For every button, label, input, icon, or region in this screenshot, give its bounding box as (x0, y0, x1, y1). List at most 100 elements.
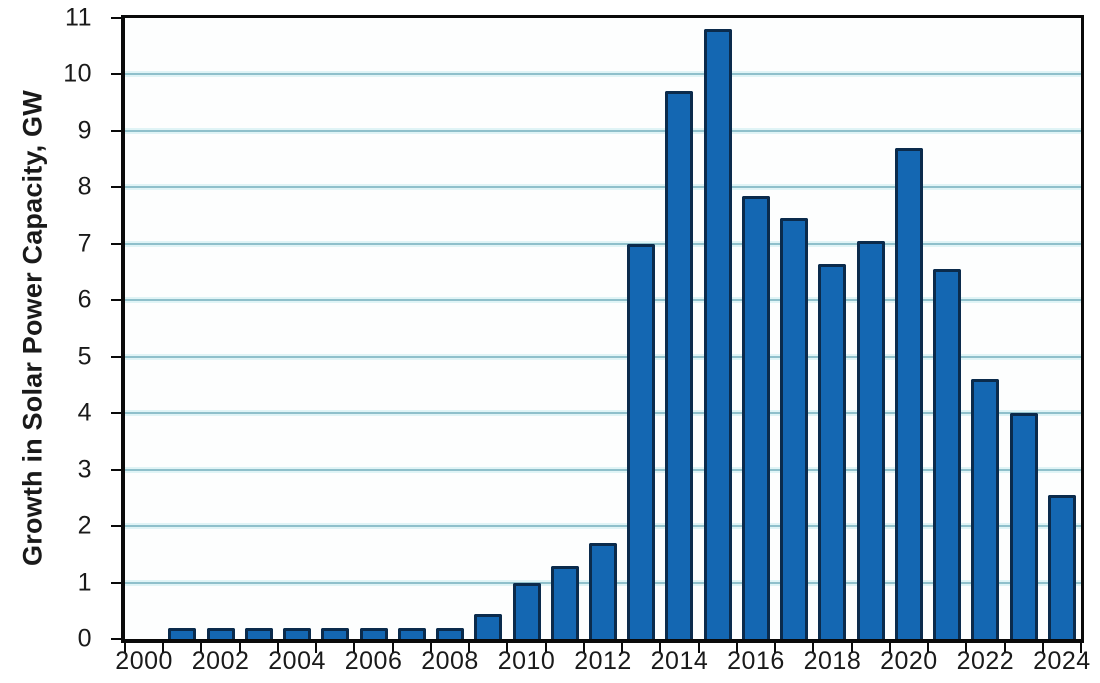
y-axis-tick-labels: 0 1 2 3 4 5 6 7 8 9 10 11 (0, 5, 112, 651)
plot-area (111, 15, 1084, 653)
y-tick-label-0: 0 (77, 624, 92, 653)
x-tick-label-2022: 2022 (956, 647, 1015, 675)
bar-2015 (703, 29, 732, 639)
x-tick-label-2010: 2010 (497, 647, 556, 675)
x-tick-mark (927, 643, 930, 653)
x-tick-mark (238, 643, 241, 653)
bar-2021 (933, 269, 962, 639)
y-tick-mark (111, 638, 121, 640)
x-tick-mark (774, 643, 777, 653)
y-tick-label-3: 3 (77, 455, 92, 484)
x-tick-label-2000: 2000 (115, 647, 173, 675)
bar-2003 (244, 627, 273, 639)
x-tick-label-2004: 2004 (268, 647, 326, 675)
gridline-y-5 (125, 355, 1081, 358)
x-tick-label-2006: 2006 (344, 647, 403, 675)
gridline-y-10 (125, 73, 1081, 76)
y-tick-mark (111, 299, 121, 302)
bar-2009 (474, 613, 503, 639)
bar-2001 (168, 627, 197, 639)
y-tick-mark (111, 355, 121, 358)
bar-2017 (780, 218, 809, 639)
gridline-y-3 (125, 468, 1081, 471)
x-tick-label-2016: 2016 (727, 647, 785, 675)
bar-2005 (321, 627, 350, 639)
y-tick-mark (111, 17, 121, 19)
y-tick-label-10: 10 (63, 59, 92, 88)
gridline-y-2 (125, 525, 1081, 528)
bar-2013 (627, 243, 656, 639)
y-tick-mark (111, 581, 121, 584)
bar-2023 (1009, 413, 1038, 639)
x-tick-mark (429, 643, 432, 653)
x-tick-mark (888, 643, 891, 653)
x-tick-label-2002: 2002 (191, 647, 250, 675)
x-tick-mark (659, 643, 662, 653)
bar-2004 (283, 627, 312, 639)
bar-2012 (589, 543, 617, 639)
x-tick-mark (735, 643, 738, 653)
x-tick-label-2014: 2014 (650, 647, 709, 675)
bar-2007 (397, 627, 426, 639)
x-tick-mark (391, 643, 394, 653)
bar-2024 (1047, 495, 1076, 639)
bar-2002 (206, 627, 235, 639)
y-tick-mark (111, 73, 121, 76)
x-tick-label-2020: 2020 (880, 647, 938, 675)
gridline-y-8 (125, 186, 1081, 189)
bar-2020 (894, 147, 923, 639)
bar-2016 (741, 195, 770, 639)
y-tick-label-5: 5 (77, 342, 92, 371)
x-tick-mark (697, 643, 700, 653)
x-tick-mark (506, 643, 509, 653)
x-tick-mark (850, 643, 853, 653)
y-tick-label-1: 1 (77, 568, 92, 597)
x-tick-label-2012: 2012 (574, 647, 632, 675)
x-tick-mark (1003, 643, 1006, 653)
y-tick-label-4: 4 (77, 398, 92, 427)
gridline-y-9 (125, 129, 1081, 132)
y-tick-mark (111, 129, 121, 132)
gridline-y-6 (125, 299, 1081, 302)
y-tick-label-9: 9 (77, 116, 92, 145)
x-tick-mark (200, 643, 203, 653)
bar-2018 (818, 263, 847, 639)
x-tick-mark (582, 643, 585, 653)
bar-2010 (512, 582, 541, 639)
x-axis-tick-labels: 2000 2002 2004 2006 2008 2010 2012 2014 2016 2018… (115, 647, 1090, 679)
x-tick-mark (812, 643, 815, 653)
y-tick-label-6: 6 (77, 285, 92, 314)
x-tick-mark (544, 643, 547, 653)
bar-2022 (971, 379, 1000, 639)
y-tick-label-11: 11 (65, 3, 92, 32)
x-tick-mark (468, 643, 471, 653)
bar-2019 (856, 241, 885, 639)
x-tick-label-2018: 2018 (803, 647, 862, 675)
x-tick-label-2024: 2024 (1033, 647, 1091, 675)
bar-2006 (359, 627, 388, 639)
x-tick-mark (276, 643, 279, 653)
y-tick-label-8: 8 (77, 172, 92, 201)
x-tick-label-2008: 2008 (421, 647, 479, 675)
y-tick-mark (111, 242, 121, 245)
x-tick-mark (621, 643, 624, 653)
gridline-y-4 (125, 412, 1081, 415)
y-tick-mark (111, 186, 121, 189)
x-tick-mark (1080, 643, 1082, 653)
x-tick-mark (965, 643, 968, 653)
x-tick-mark (124, 643, 126, 653)
x-tick-mark (1041, 643, 1044, 653)
y-tick-label-7: 7 (77, 229, 92, 258)
x-tick-mark (353, 643, 356, 653)
x-tick-mark (162, 643, 165, 653)
y-tick-mark (111, 468, 121, 471)
y-tick-mark (111, 412, 121, 415)
gridline-y-7 (125, 242, 1081, 245)
y-tick-label-2: 2 (77, 511, 92, 540)
bar-2008 (436, 627, 465, 639)
bar-2014 (665, 91, 694, 639)
y-tick-mark (111, 525, 121, 528)
bar-2011 (550, 565, 579, 639)
x-tick-mark (315, 643, 318, 653)
